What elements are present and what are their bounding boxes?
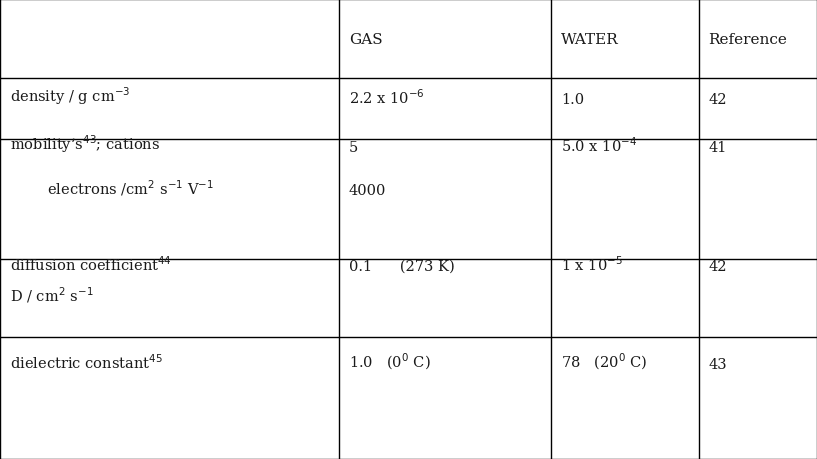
Text: 1 x 10$^{-5}$: 1 x 10$^{-5}$: [561, 255, 623, 274]
Text: 43: 43: [708, 358, 727, 371]
Text: Reference: Reference: [708, 33, 788, 46]
Text: dielectric constant$^{45}$: dielectric constant$^{45}$: [10, 353, 163, 371]
Text: density / g cm$^{-3}$: density / g cm$^{-3}$: [10, 85, 130, 106]
Text: 42: 42: [708, 92, 727, 106]
Text: 5.0 x 10$^{-4}$: 5.0 x 10$^{-4}$: [561, 136, 637, 154]
Text: 4000: 4000: [349, 183, 386, 197]
Text: 1.0: 1.0: [561, 92, 584, 106]
Text: electrons /cm$^{2}$ s$^{-1}$ V$^{-1}$: electrons /cm$^{2}$ s$^{-1}$ V$^{-1}$: [10, 178, 214, 197]
Text: D / cm$^{2}$ s$^{-1}$: D / cm$^{2}$ s$^{-1}$: [10, 285, 93, 305]
Text: 41: 41: [708, 140, 726, 154]
Text: mobility’s$^{43}$; cations: mobility’s$^{43}$; cations: [10, 133, 160, 154]
Text: 42: 42: [708, 259, 727, 274]
Text: GAS: GAS: [349, 33, 382, 46]
Text: 0.1      (273 K): 0.1 (273 K): [349, 259, 454, 274]
Text: 2.2 x 10$^{-6}$: 2.2 x 10$^{-6}$: [349, 88, 425, 106]
Text: 5: 5: [349, 140, 358, 154]
Text: 78   (20$^{0}$ C): 78 (20$^{0}$ C): [561, 351, 648, 371]
Text: WATER: WATER: [561, 33, 619, 46]
Text: diffusion coefficient$^{44}$: diffusion coefficient$^{44}$: [10, 255, 172, 274]
Text: 1.0   (0$^{0}$ C): 1.0 (0$^{0}$ C): [349, 351, 431, 371]
